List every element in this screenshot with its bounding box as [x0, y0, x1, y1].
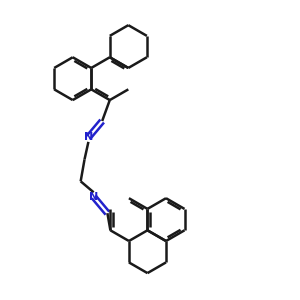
- Text: N: N: [84, 132, 93, 142]
- Text: N: N: [89, 192, 98, 202]
